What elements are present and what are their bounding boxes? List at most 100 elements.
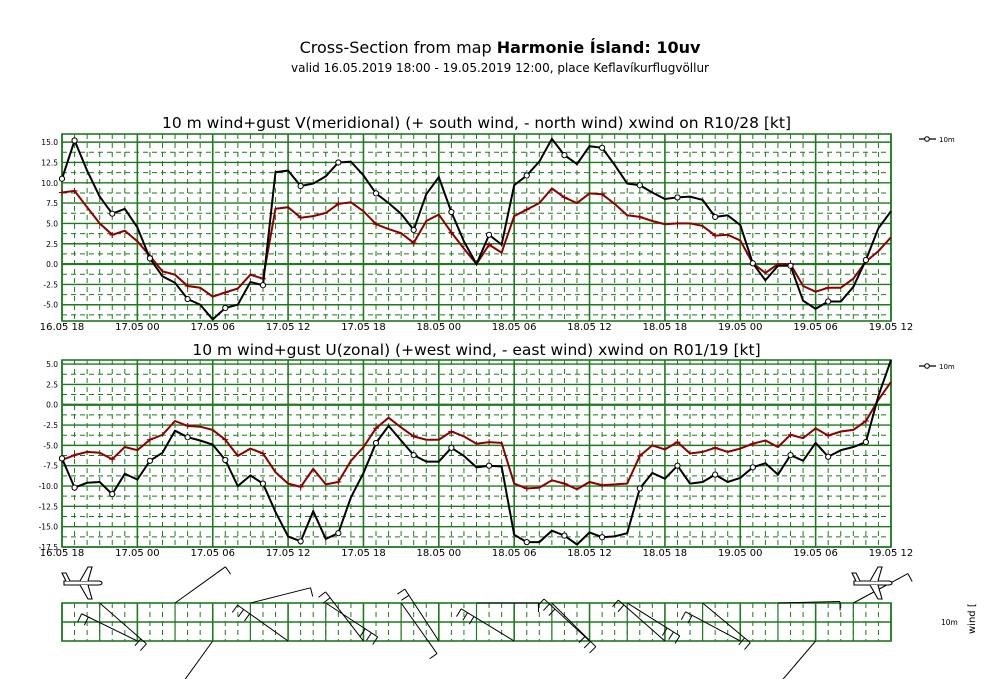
wind-barb-staff — [702, 602, 751, 644]
data-point-wind — [297, 182, 304, 190]
data-point-gust — [749, 440, 756, 447]
wind-barb-staff — [237, 604, 289, 642]
wind-barb-flag — [429, 653, 438, 660]
data-point-wind — [297, 538, 304, 545]
data-point-gust — [297, 214, 304, 221]
legend-label: 10m — [939, 363, 955, 371]
x-tick-label: 18.05 06 — [492, 548, 537, 559]
x-tick-label: 18.05 18 — [643, 322, 688, 333]
y-tick-label: 0.0 — [46, 401, 58, 410]
data-point-gust — [448, 428, 455, 435]
data-point-wind — [636, 182, 643, 189]
wind-barb-staff — [99, 602, 147, 645]
wind-barb-flag — [366, 632, 372, 641]
wind-barb-flag — [548, 608, 556, 616]
data-point-wind — [410, 226, 417, 234]
data-point-gust — [373, 221, 380, 228]
wind-barb-staff — [404, 588, 440, 642]
title-bold: Harmonie Ísland: 10uv — [496, 38, 701, 57]
wind-barb-flag — [77, 613, 83, 623]
chart-meridional: 10 m wind+gust V(meridional) (+ south wi… — [40, 114, 955, 333]
wind-barb-flag — [617, 604, 625, 613]
page-subtitle: valid 16.05.2019 18:00 - 19.05.2019 12:0… — [290, 61, 709, 75]
wind-barb-flag — [244, 613, 251, 622]
wind-barb-flag — [589, 646, 597, 654]
x-tick-label: 17.05 00 — [115, 548, 160, 559]
data-point-wind — [749, 464, 756, 471]
x-tick-label: 19.05 00 — [718, 322, 763, 333]
wind-barb-staff — [460, 608, 515, 642]
x-tick-label: 19.05 00 — [718, 548, 763, 559]
wind-barb-staff — [325, 591, 364, 642]
x-tick-label: 19.05 06 — [793, 322, 838, 333]
data-point-wind — [71, 137, 78, 144]
data-point-gust — [787, 431, 794, 438]
wind-barb-flag — [372, 636, 379, 645]
data-point-gust — [297, 483, 304, 490]
data-point-gust — [561, 480, 568, 487]
data-point-gust — [674, 439, 681, 446]
data-point-gust — [712, 444, 719, 451]
data-point-wind — [712, 471, 719, 478]
plane-body — [853, 580, 893, 586]
plot-frame — [61, 359, 892, 548]
data-point-wind — [448, 444, 455, 451]
y-tick-label: 15.0 — [41, 138, 58, 147]
data-point-wind — [146, 457, 154, 464]
barb-level-label: 10m — [941, 618, 958, 627]
data-point-gust — [486, 241, 493, 248]
data-point-gust — [184, 283, 191, 290]
x-tick-label: 18.05 12 — [567, 548, 612, 559]
data-point-gust — [335, 478, 342, 485]
wind-barb-flag — [318, 591, 326, 598]
wind-barb-flag — [907, 573, 913, 582]
y-tick-label: 2.5 — [46, 380, 58, 389]
wind-barb-staff — [81, 613, 138, 642]
wind-barb-flag — [359, 628, 366, 637]
data-point-wind — [862, 256, 869, 264]
data-point-gust — [335, 200, 342, 207]
data-point-wind — [599, 144, 606, 151]
wind-barb-flag — [578, 635, 586, 643]
wind-barb-staff — [543, 598, 590, 642]
data-point-gust — [674, 220, 681, 227]
y-tick-label: 0.0 — [46, 260, 58, 269]
y-tick-label: 2.5 — [46, 240, 58, 249]
data-point-gust — [636, 213, 643, 220]
wind-barb-flag — [661, 627, 668, 636]
data-point-wind — [410, 452, 417, 459]
y-tick-label: 7.5 — [46, 199, 58, 208]
chart-title: 10 m wind+gust V(meridional) (+ south wi… — [162, 114, 791, 132]
wind-barb-flag — [687, 615, 693, 624]
wind-barb-flag — [537, 598, 545, 606]
data-point-wind — [599, 534, 606, 541]
wind-barb-flag — [140, 643, 147, 651]
plot-frame — [61, 133, 892, 322]
wind-barb-flag — [668, 631, 674, 640]
data-point-wind — [485, 462, 493, 469]
wind-barb-flag — [542, 603, 550, 611]
data-point-gust — [373, 425, 380, 432]
x-tick-label: 18.05 18 — [643, 548, 688, 559]
data-point-wind — [862, 439, 869, 446]
x-tick-label: 17.05 18 — [341, 322, 386, 333]
x-tick-label: 18.05 12 — [567, 322, 612, 333]
data-point-gust — [523, 485, 530, 492]
wind-barb-flag — [224, 566, 232, 575]
data-point-gust — [599, 482, 606, 489]
data-point-gust — [71, 187, 78, 194]
data-point-gust — [259, 450, 266, 457]
data-point-wind — [674, 194, 681, 201]
data-point-gust — [486, 439, 493, 446]
y-tick-label: -5.0 — [43, 441, 58, 450]
x-tick-label: 19.05 12 — [869, 322, 914, 333]
data-point-gust — [222, 436, 229, 443]
data-point-wind — [485, 231, 493, 238]
data-point-wind — [71, 484, 78, 491]
data-point-wind — [184, 434, 191, 441]
data-point-gust — [109, 456, 116, 463]
wind-barb-flag — [612, 599, 619, 608]
wind-barb-flag — [674, 635, 681, 644]
wind-barb-flag — [310, 587, 314, 597]
